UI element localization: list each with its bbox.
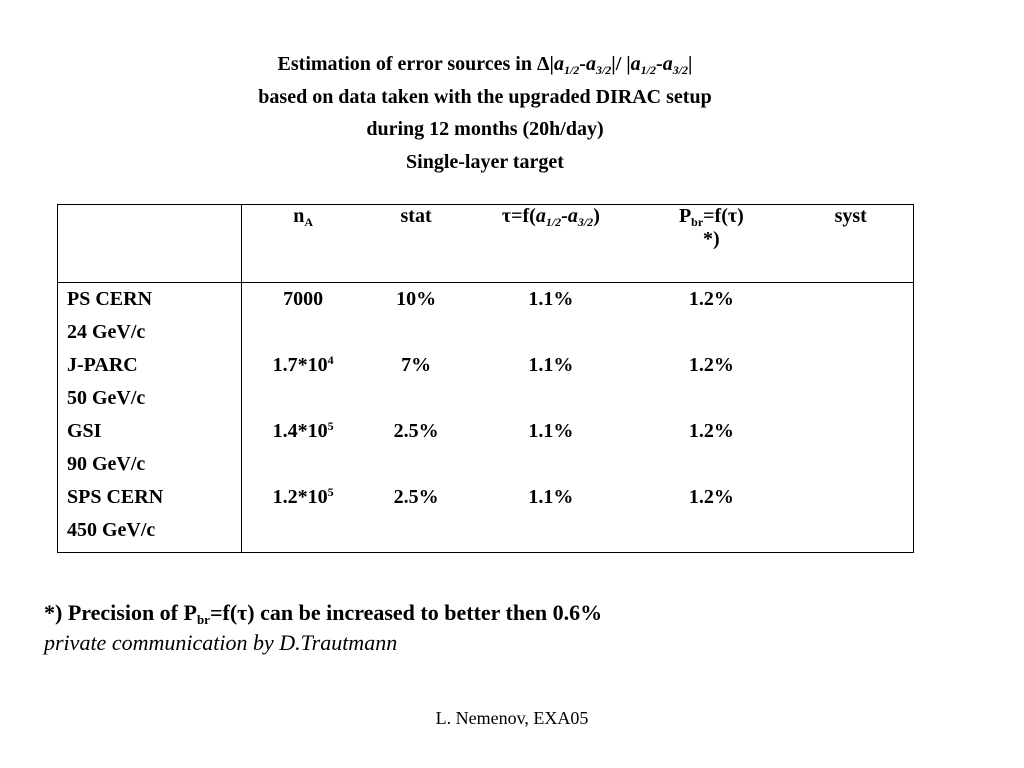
header-syst: syst [788, 204, 915, 283]
title-line-4: Single-layer target [406, 150, 564, 173]
row-pbr: 1.2% [688, 420, 734, 442]
row-na: 7000 [283, 288, 324, 310]
row-pbr: 1.2% [634, 481, 789, 553]
title-line-1: Estimation of error sources in Δ|a1/2-a3… [277, 53, 693, 77]
row-tau: 1.1% [528, 420, 574, 442]
row-site: J-PARC 50 GeV/c [57, 349, 242, 415]
row-syst [788, 481, 915, 553]
error-sources-table: nA stat τ=f(a1/2-a3/2) Pbr=f(τ) *) syst P… [57, 204, 915, 553]
row-tau: 1.1% [467, 481, 635, 553]
precision-footnote: *) Precision of Pbr=f(τ) can be increase… [44, 600, 603, 627]
row-na: 1.4*105 [272, 419, 334, 442]
table-row: J-PARC 50 GeV/c 1.7*104 7% 1.1% 1.2% [57, 349, 915, 415]
title-line-3: during 12 months (20h/day) [366, 118, 604, 140]
row-site: GSI 90 GeV/c [57, 415, 242, 481]
private-communication-note: private communication by D.Trautmann [44, 630, 398, 655]
header-na: nA [241, 204, 365, 283]
table-row: PS CERN 24 GeV/c 7000 10% 1.1% 1.2% [57, 282, 915, 349]
row-na: 1.7*104 [272, 353, 334, 376]
table-row: SPS CERN 450 GeV/c 1.2*105 2.5% 1.1% 1.2% [57, 481, 915, 553]
row-syst [788, 282, 915, 349]
row-stat: 10% [396, 288, 437, 310]
header-pbr: Pbr=f(τ) *) [634, 204, 789, 283]
row-pbr: 1.2% [688, 288, 734, 310]
row-tau: 1.1% [528, 288, 574, 310]
header-tau: τ=f(a1/2-a3/2) [467, 204, 635, 283]
table-header-row: nA stat τ=f(a1/2-a3/2) Pbr=f(τ) *) syst [57, 204, 915, 283]
row-stat: 7% [401, 354, 432, 376]
row-syst [788, 415, 915, 481]
title-line-2: based on data taken with the upgraded DI… [258, 85, 712, 108]
table-row: GSI 90 GeV/c 1.4*105 2.5% 1.1% 1.2% [57, 415, 915, 481]
header-site-cell [57, 204, 242, 283]
row-tau: 1.1% [528, 354, 574, 376]
row-stat: 2.5% [364, 481, 468, 553]
row-site: PS CERN 24 GeV/c [57, 282, 242, 349]
header-stat: stat [364, 204, 468, 283]
row-syst [788, 349, 915, 415]
author-credit: L. Nemenov, EXA05 [435, 708, 589, 728]
row-pbr: 1.2% [688, 354, 734, 376]
row-site: SPS CERN 450 GeV/c [57, 481, 242, 553]
row-na: 1.2*105 [241, 481, 365, 553]
slide-title: Estimation of error sources in Δ|a1/2-a3… [0, 48, 970, 178]
row-stat: 2.5% [393, 420, 439, 442]
